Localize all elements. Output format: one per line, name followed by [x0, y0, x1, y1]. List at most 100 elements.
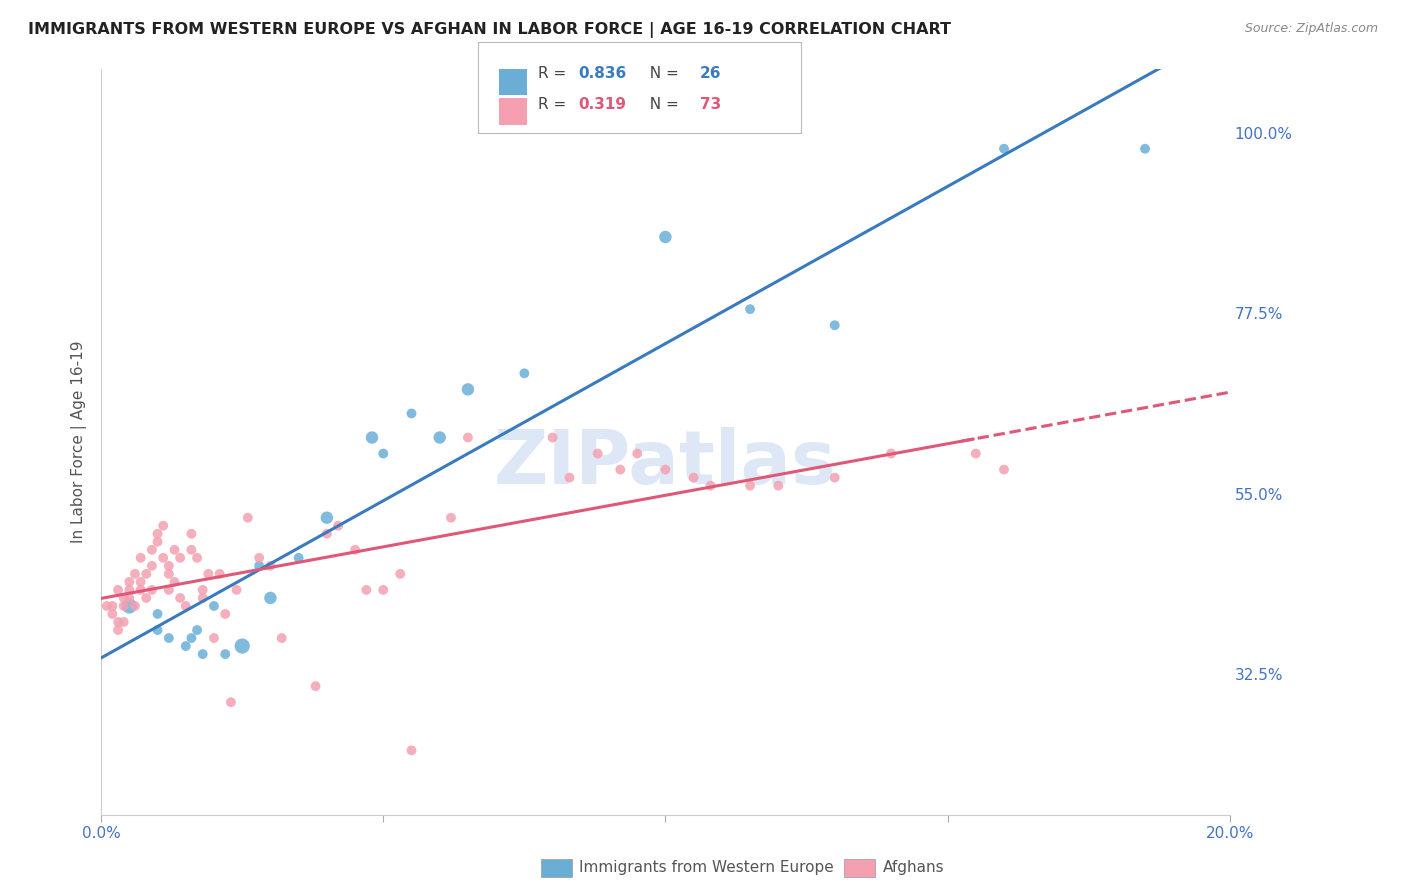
Point [141, 542, 163, 557]
Point [247, 550, 270, 565]
Point [202, 599, 225, 613]
Point [169, 550, 191, 565]
Point [270, 631, 292, 645]
Point [157, 566, 180, 581]
Point [141, 558, 163, 573]
Point [124, 599, 146, 613]
Text: 73: 73 [700, 97, 721, 112]
Point [389, 566, 412, 581]
Point [768, 478, 790, 492]
Point [118, 591, 141, 605]
Point [654, 462, 676, 476]
Point [654, 230, 676, 244]
Point [101, 599, 124, 613]
Point [146, 526, 169, 541]
Point [180, 526, 202, 541]
Point [152, 550, 174, 565]
Point [287, 550, 309, 565]
Point [174, 599, 197, 613]
Point [191, 647, 214, 661]
Point [129, 550, 152, 565]
Point [373, 446, 395, 460]
Text: 0.319: 0.319 [578, 97, 626, 112]
Text: 26: 26 [700, 66, 721, 80]
Text: N =: N = [640, 97, 683, 112]
Text: R =: R = [538, 66, 572, 80]
Point [326, 518, 349, 533]
Point [157, 558, 180, 573]
Point [191, 582, 214, 597]
Point [457, 383, 479, 397]
Point [558, 470, 581, 484]
Point [186, 623, 208, 637]
Point [96, 599, 118, 613]
Point [112, 599, 135, 613]
Point [429, 430, 451, 444]
Point [1133, 142, 1156, 156]
Point [157, 631, 180, 645]
Text: 0.836: 0.836 [578, 66, 626, 80]
Point [129, 582, 152, 597]
Text: Source: ZipAtlas.com: Source: ZipAtlas.com [1244, 22, 1378, 36]
Point [157, 582, 180, 597]
Point [824, 470, 846, 484]
Point [513, 367, 536, 381]
Point [457, 430, 479, 444]
Point [112, 591, 135, 605]
Point [626, 446, 648, 460]
Point [315, 510, 337, 524]
Point [225, 582, 247, 597]
Point [186, 550, 208, 565]
Point [146, 623, 169, 637]
Point [129, 574, 152, 589]
Point [440, 510, 463, 524]
Point [163, 542, 186, 557]
Point [141, 582, 163, 597]
Point [101, 607, 124, 621]
Y-axis label: In Labor Force | Age 16-19: In Labor Force | Age 16-19 [72, 340, 87, 542]
Point [880, 446, 903, 460]
Point [169, 591, 191, 605]
Point [738, 478, 761, 492]
Point [304, 679, 326, 693]
Text: ZIPatlas: ZIPatlas [494, 427, 837, 500]
Text: R =: R = [538, 97, 572, 112]
Point [373, 582, 395, 597]
Point [214, 647, 236, 661]
Point [361, 430, 384, 444]
Text: N =: N = [640, 66, 683, 80]
Point [174, 639, 197, 653]
Point [344, 542, 367, 557]
Point [135, 566, 157, 581]
Point [202, 631, 225, 645]
Point [609, 462, 631, 476]
Point [135, 591, 157, 605]
Point [993, 462, 1015, 476]
Point [214, 607, 236, 621]
Point [197, 566, 219, 581]
Point [191, 591, 214, 605]
Point [993, 142, 1015, 156]
Point [107, 615, 129, 629]
Point [401, 407, 423, 421]
Point [541, 430, 564, 444]
Point [259, 591, 281, 605]
Point [208, 566, 231, 581]
Point [118, 582, 141, 597]
Text: Afghans: Afghans [883, 861, 945, 875]
Point [146, 534, 169, 549]
Point [118, 574, 141, 589]
Point [219, 695, 242, 709]
Point [965, 446, 987, 460]
Point [107, 582, 129, 597]
Point [180, 542, 202, 557]
Point [738, 302, 761, 317]
Point [236, 510, 259, 524]
Point [682, 470, 704, 484]
Point [124, 566, 146, 581]
Point [146, 607, 169, 621]
Point [824, 318, 846, 333]
Point [699, 478, 721, 492]
Point [180, 631, 202, 645]
Point [112, 615, 135, 629]
